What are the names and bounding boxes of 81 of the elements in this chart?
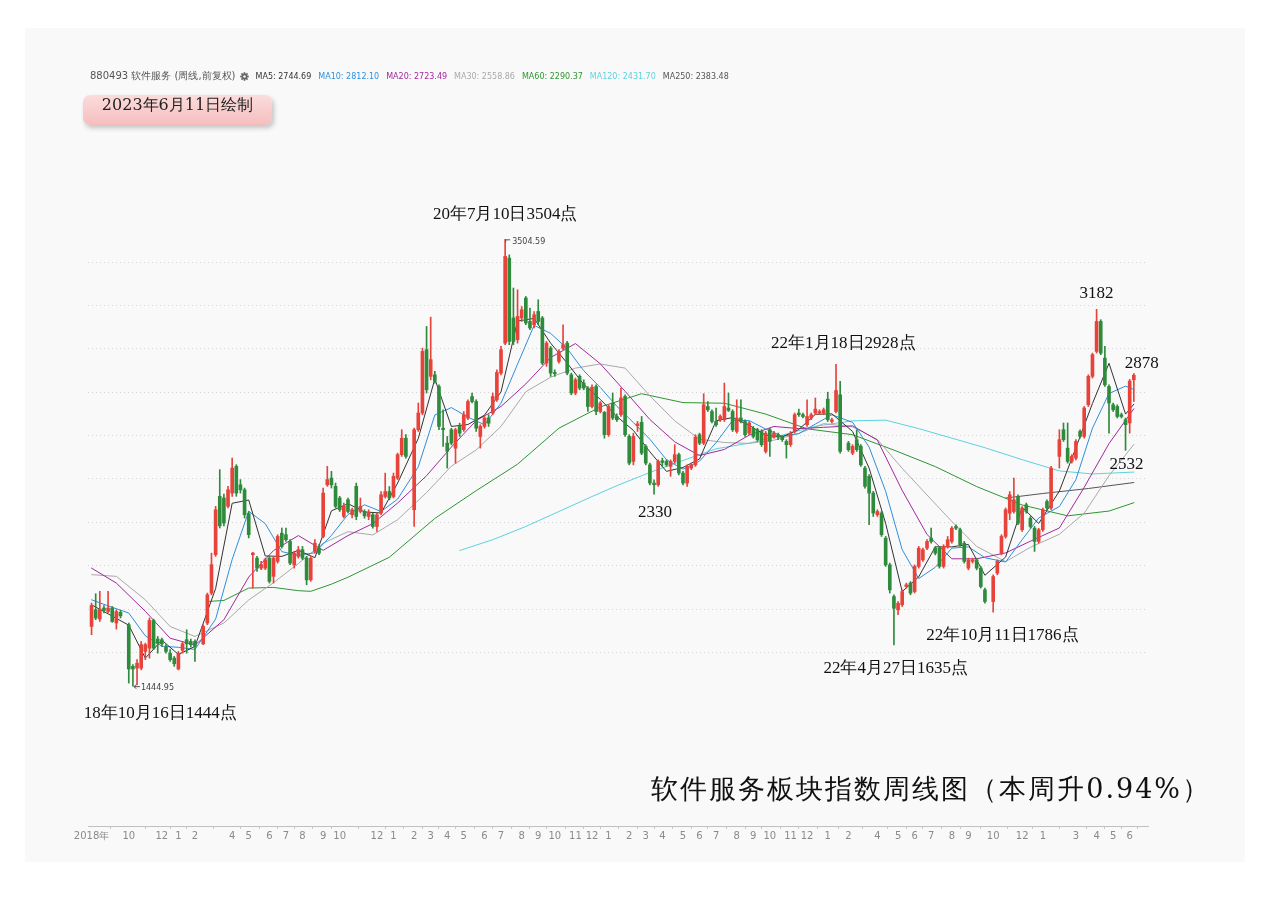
x-tick-label: 11 bbox=[569, 829, 582, 841]
x-tick-label: 10 bbox=[333, 829, 347, 841]
text: MA250: 2383.48 bbox=[662, 71, 729, 81]
candlestick bbox=[251, 551, 255, 589]
annotation: 2532 bbox=[1109, 453, 1144, 473]
annotation: 3182 bbox=[1079, 282, 1114, 302]
candlestick bbox=[929, 527, 933, 544]
x-tick-label: 12 bbox=[1015, 829, 1029, 841]
x-tick-label: 4 bbox=[444, 829, 451, 841]
x-tick-label: 1 bbox=[1039, 829, 1047, 841]
x-tick-label: 8 bbox=[299, 829, 306, 841]
x-tick-label: 5 bbox=[679, 829, 687, 841]
text: MA120: 2431.70 bbox=[589, 71, 656, 81]
x-tick-label: 4 bbox=[1093, 829, 1100, 841]
x-tick-label: 6 bbox=[266, 829, 273, 841]
x-tick-label: 1 bbox=[824, 829, 831, 841]
x-tick-label: 9 bbox=[965, 829, 972, 841]
x-tick-label: 2 bbox=[845, 829, 852, 841]
x-tick-label: 1 bbox=[605, 829, 612, 841]
x-tick-label: 4 bbox=[228, 829, 236, 841]
x-tick-label: 12 bbox=[155, 829, 169, 841]
x-tick-label: 7 bbox=[282, 829, 290, 841]
x-tick-label: 10 bbox=[763, 829, 777, 841]
x-tick-label: 7 bbox=[712, 829, 720, 841]
x-tick-label: 3 bbox=[1072, 829, 1080, 841]
annotation: 22年1月18日2928点 bbox=[771, 332, 916, 352]
x-tick-label: 7 bbox=[497, 829, 505, 841]
x-tick-label: 10 bbox=[548, 829, 562, 841]
annotation: 22年10月11日1786点 bbox=[926, 624, 1079, 644]
x-tick-label: 5 bbox=[460, 829, 467, 841]
x-tick-label: 11 bbox=[784, 829, 797, 841]
x-tick-label: 8 bbox=[733, 829, 740, 841]
x-tick-label: 5 bbox=[1109, 829, 1117, 841]
x-tick-label: 9 bbox=[319, 829, 327, 841]
x-tick-label: 4 bbox=[874, 829, 881, 841]
candlestick bbox=[184, 629, 189, 654]
x-tick-label: 7 bbox=[927, 829, 935, 841]
x-tick-label: 2 bbox=[410, 829, 418, 841]
annotation: 3504.59 bbox=[512, 237, 546, 247]
text: MA10: 2812.10 bbox=[318, 71, 380, 81]
text: MA60: 2290.37 bbox=[521, 71, 583, 81]
x-tick-label: 5 bbox=[894, 829, 902, 841]
annotation: 2330 bbox=[638, 501, 673, 521]
x-tick-label: 2 bbox=[191, 829, 199, 841]
annotation: 22年4月27日1635点 bbox=[823, 658, 968, 678]
candlestick bbox=[106, 591, 110, 614]
x-tick-label: 6 bbox=[1126, 829, 1133, 841]
x-tick-label: 10 bbox=[122, 829, 136, 841]
candlestick bbox=[892, 594, 896, 646]
x-tick-label: 8 bbox=[948, 829, 956, 841]
x-tick-label: 8 bbox=[518, 829, 525, 841]
candlestick bbox=[561, 324, 565, 350]
text: MA30: 2558.86 bbox=[454, 71, 515, 81]
candlestick bbox=[714, 407, 718, 427]
text: 软件服务板块指数周线图（本周升0.94%） bbox=[651, 772, 1211, 806]
x-tick-label: 10 bbox=[986, 829, 1000, 841]
chart-subtitle: 880493 软件服务 (周线,前复权) bbox=[90, 69, 236, 83]
text: 2023年6月11日绘制 bbox=[83, 95, 272, 125]
text: MA20: 2723.49 bbox=[386, 71, 448, 81]
candlestick bbox=[193, 639, 197, 662]
annotation: 1444.95 bbox=[140, 683, 174, 693]
x-tick-label: 12 bbox=[800, 829, 814, 841]
x-tick-label: 1 bbox=[175, 829, 182, 841]
x-tick-label: 3 bbox=[642, 829, 649, 841]
x-tick-label: 2 bbox=[626, 829, 633, 841]
x-tick-label: 9 bbox=[750, 829, 757, 841]
annotation: 18年10月16日1444点 bbox=[83, 702, 237, 722]
text: MA5: 2744.69 bbox=[255, 71, 312, 81]
x-tick-label: 1 bbox=[390, 829, 397, 841]
x-tick-label: 4 bbox=[659, 829, 666, 841]
annotation: 20年7月10日3504点 bbox=[432, 203, 578, 223]
x-tick-label: 3 bbox=[427, 829, 434, 841]
x-tick-label: 12 bbox=[370, 829, 384, 841]
x-tick-label: 6 bbox=[911, 829, 918, 841]
x-tick-label: 6 bbox=[696, 829, 703, 841]
x-tick-label: 12 bbox=[585, 829, 599, 841]
x-tick-label: 5 bbox=[245, 829, 252, 841]
annotation: 2878 bbox=[1124, 352, 1159, 372]
x-tick-label: 9 bbox=[535, 829, 542, 841]
x-tick-label: 6 bbox=[481, 829, 488, 841]
x-tick-label: 2018年 bbox=[73, 829, 110, 841]
